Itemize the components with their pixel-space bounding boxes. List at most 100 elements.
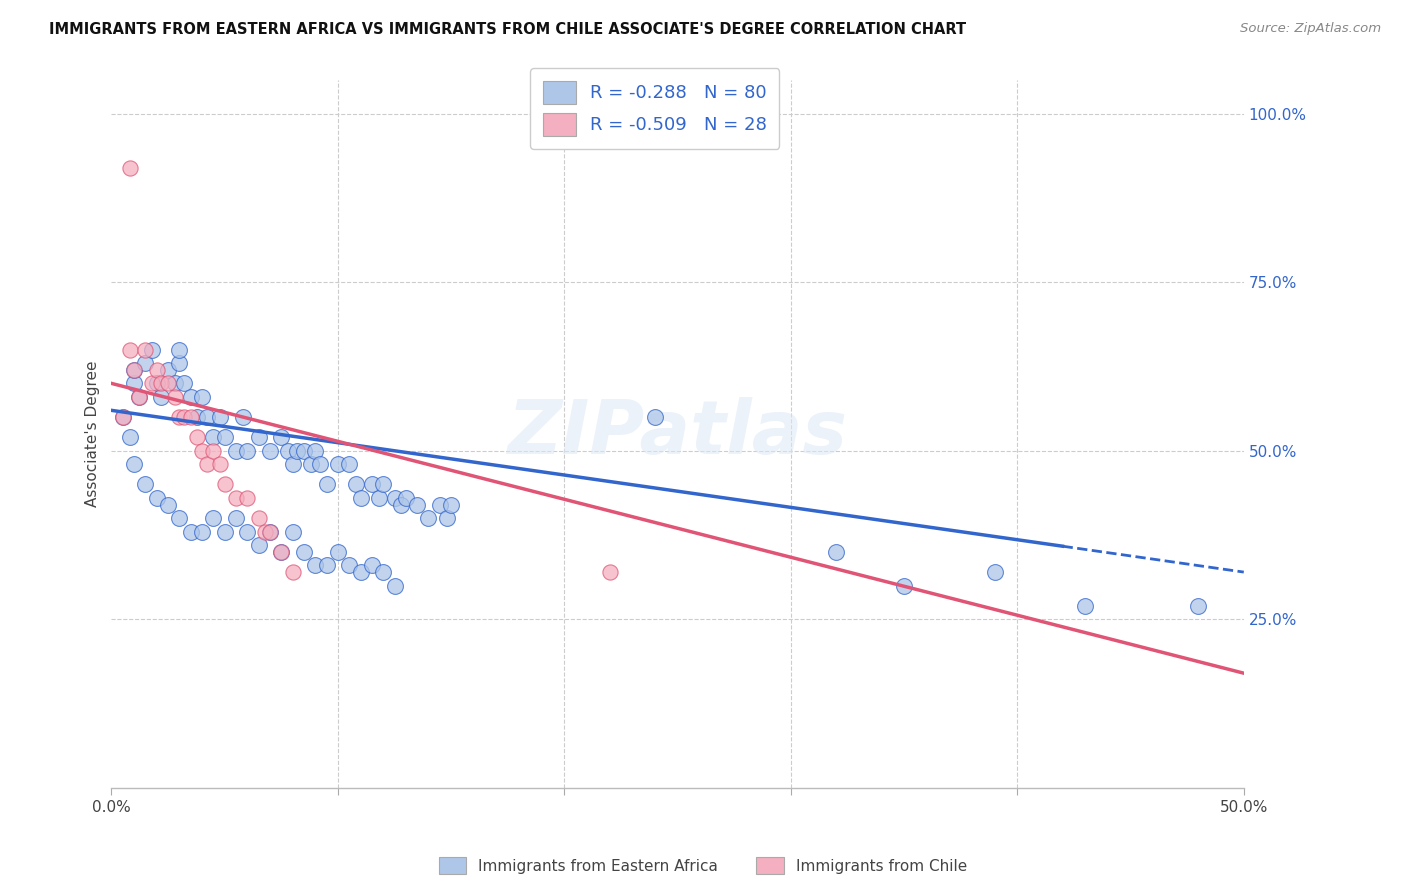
Point: [259, 524, 281, 539]
Point: [122, 376, 145, 391]
Point: [389, 498, 412, 512]
Point: [395, 491, 418, 505]
Point: [349, 491, 371, 505]
Point: [270, 545, 292, 559]
Point: [122, 363, 145, 377]
Point: [337, 558, 360, 573]
Point: [202, 511, 225, 525]
Point: [344, 477, 367, 491]
Point: [145, 491, 167, 505]
Point: [145, 363, 167, 377]
Point: [360, 477, 382, 491]
Point: [118, 343, 141, 357]
Point: [373, 565, 395, 579]
Point: [247, 511, 270, 525]
Point: [141, 343, 163, 357]
Point: [169, 410, 191, 425]
Point: [173, 376, 195, 391]
Point: [254, 524, 277, 539]
Point: [360, 558, 382, 573]
Point: [436, 511, 458, 525]
Point: [150, 376, 173, 391]
Point: [236, 491, 259, 505]
Point: [157, 363, 180, 377]
Y-axis label: Associate's Degree: Associate's Degree: [86, 360, 100, 508]
Point: [281, 565, 304, 579]
Point: [292, 545, 315, 559]
Text: IMMIGRANTS FROM EASTERN AFRICA VS IMMIGRANTS FROM CHILE ASSOCIATE'S DEGREE CORRE: IMMIGRANTS FROM EASTERN AFRICA VS IMMIGR…: [49, 22, 966, 37]
Point: [349, 565, 371, 579]
Point: [893, 578, 915, 592]
Point: [180, 410, 202, 425]
Legend: R = -0.288   N = 80, R = -0.509   N = 28: R = -0.288 N = 80, R = -0.509 N = 28: [530, 68, 779, 149]
Point: [111, 410, 134, 425]
Point: [644, 410, 666, 425]
Point: [1074, 599, 1097, 613]
Point: [173, 410, 195, 425]
Point: [384, 491, 406, 505]
Point: [191, 443, 214, 458]
Point: [406, 498, 429, 512]
Point: [209, 410, 232, 425]
Point: [157, 498, 180, 512]
Text: Source: ZipAtlas.com: Source: ZipAtlas.com: [1240, 22, 1381, 36]
Point: [825, 545, 848, 559]
Point: [270, 545, 292, 559]
Point: [191, 524, 214, 539]
Point: [281, 457, 304, 471]
Point: [134, 356, 156, 370]
Point: [983, 565, 1005, 579]
Point: [373, 477, 395, 491]
Point: [186, 410, 208, 425]
Point: [202, 430, 225, 444]
Point: [111, 410, 134, 425]
Point: [292, 443, 315, 458]
Point: [315, 477, 337, 491]
Point: [128, 390, 150, 404]
Point: [225, 491, 247, 505]
Point: [308, 457, 330, 471]
Point: [169, 511, 191, 525]
Point: [304, 558, 326, 573]
Point: [315, 558, 337, 573]
Point: [186, 430, 208, 444]
Point: [195, 457, 218, 471]
Point: [214, 477, 236, 491]
Point: [285, 443, 308, 458]
Point: [214, 524, 236, 539]
Point: [169, 343, 191, 357]
Point: [145, 376, 167, 391]
Point: [118, 430, 141, 444]
Point: [337, 457, 360, 471]
Point: [163, 390, 186, 404]
Point: [384, 578, 406, 592]
Point: [141, 376, 163, 391]
Point: [247, 430, 270, 444]
Point: [122, 457, 145, 471]
Point: [326, 457, 349, 471]
Legend: Immigrants from Eastern Africa, Immigrants from Chile: Immigrants from Eastern Africa, Immigran…: [433, 851, 973, 880]
Point: [259, 443, 281, 458]
Point: [214, 430, 236, 444]
Point: [180, 524, 202, 539]
Point: [418, 511, 440, 525]
Point: [122, 363, 145, 377]
Point: [191, 390, 214, 404]
Point: [304, 443, 326, 458]
Point: [429, 498, 451, 512]
Point: [180, 390, 202, 404]
Point: [225, 443, 247, 458]
Point: [118, 161, 141, 175]
Point: [209, 457, 232, 471]
Point: [232, 410, 254, 425]
Point: [134, 343, 156, 357]
Point: [277, 443, 299, 458]
Text: ZIPatlas: ZIPatlas: [508, 398, 848, 470]
Point: [259, 524, 281, 539]
Point: [599, 565, 621, 579]
Point: [195, 410, 218, 425]
Point: [270, 430, 292, 444]
Point: [163, 376, 186, 391]
Point: [134, 477, 156, 491]
Point: [202, 443, 225, 458]
